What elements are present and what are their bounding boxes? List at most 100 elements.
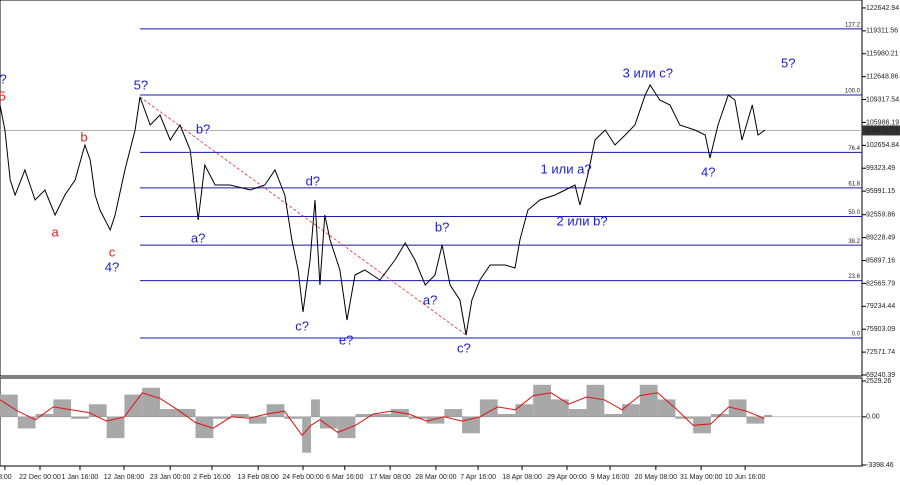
histogram-bar bbox=[622, 404, 640, 417]
y-tick-label: 115980.21 bbox=[866, 51, 899, 58]
y-tick-label: 92559.86 bbox=[866, 212, 895, 219]
histogram-bar bbox=[568, 409, 587, 417]
histogram-bar bbox=[302, 416, 312, 453]
histogram-bar bbox=[479, 399, 498, 417]
y-tick-label: 79234.44 bbox=[866, 303, 895, 310]
x-tick-label: 13 Feb 08:00 bbox=[238, 474, 279, 481]
x-tick-label: 12 Jan 08:00 bbox=[104, 474, 145, 481]
histogram-bar bbox=[319, 416, 338, 429]
histogram-bar bbox=[195, 416, 214, 439]
histogram-bar bbox=[728, 399, 747, 417]
wave-label: 1 или a? bbox=[541, 161, 592, 176]
histogram-bar bbox=[311, 399, 320, 417]
histogram-bar bbox=[639, 384, 658, 417]
level-label: 38.2 bbox=[848, 239, 860, 245]
wave-label: a? bbox=[423, 292, 437, 307]
y-tick-label: 109317.54 bbox=[866, 96, 899, 103]
y-tick-label: 2529.26 bbox=[866, 378, 891, 385]
histogram-bar bbox=[355, 414, 374, 417]
wave-label: c? bbox=[457, 340, 471, 355]
wave-label: c bbox=[109, 244, 116, 259]
wave-label: a bbox=[51, 224, 59, 239]
x-tick-label: 6 Mar 16:00 bbox=[326, 474, 363, 481]
histogram-bar bbox=[337, 416, 356, 439]
histogram-bar bbox=[88, 404, 107, 417]
histogram-bar bbox=[497, 414, 516, 417]
level-label: 100.0 bbox=[845, 89, 861, 95]
x-tick-label: 23 Jan 00:00 bbox=[150, 474, 191, 481]
price-line bbox=[0, 83, 766, 336]
x-tick-label: 29 Apr 00:00 bbox=[547, 474, 587, 481]
histogram-bar bbox=[177, 409, 196, 417]
histogram-bar bbox=[533, 384, 551, 417]
level-label: 50.0 bbox=[848, 210, 860, 216]
histogram-bar bbox=[213, 416, 232, 419]
histogram-bar bbox=[657, 399, 676, 417]
x-tick-label: 8:00 bbox=[0, 474, 12, 481]
x-tick-label: 7 Apr 16:00 bbox=[460, 474, 496, 481]
wave-label: d? bbox=[306, 173, 320, 188]
wave-label: 5? bbox=[134, 77, 148, 92]
histogram-bar bbox=[675, 416, 694, 419]
y-tick-label: 82565.79 bbox=[866, 280, 895, 287]
x-tick-label: 18 Apr 08:00 bbox=[502, 474, 542, 481]
histogram-bar bbox=[17, 416, 36, 429]
wave-label: 5? bbox=[781, 55, 795, 70]
wave-label: 2 или b? bbox=[557, 213, 608, 228]
histogram-bar bbox=[604, 414, 623, 417]
histogram-bar bbox=[106, 416, 125, 439]
wave-label: 4? bbox=[701, 164, 715, 179]
histogram-bar bbox=[764, 414, 773, 417]
y-tick-label: 69240.39 bbox=[866, 372, 895, 379]
signal-line bbox=[0, 392, 765, 437]
level-label: 61.8 bbox=[848, 181, 860, 187]
level-label: 23.6 bbox=[848, 274, 860, 280]
y-tick-label: 119311.56 bbox=[866, 28, 898, 35]
x-tick-label: 10 Jun 16:00 bbox=[725, 474, 766, 481]
y-tick-label: 85897.16 bbox=[866, 257, 895, 264]
y-tick-label: 99323.49 bbox=[866, 165, 895, 172]
histogram-bar bbox=[426, 416, 445, 424]
histogram-bar bbox=[586, 384, 605, 417]
current-price-label: 104818.73 bbox=[865, 127, 898, 134]
x-tick-label: 17 Mar 08:00 bbox=[369, 474, 410, 481]
wave-label: ? bbox=[0, 71, 7, 86]
x-tick-label: 22 Dec 00:00 bbox=[19, 474, 61, 481]
histogram-bar bbox=[550, 399, 569, 417]
histogram-bar bbox=[231, 414, 249, 417]
histogram-bar bbox=[515, 404, 534, 417]
wave-label: 3 или c? bbox=[623, 65, 673, 80]
histogram-bar bbox=[35, 414, 54, 417]
histogram-bar bbox=[462, 416, 480, 434]
histogram-bar bbox=[248, 416, 267, 424]
y-tick-label: 95991.15 bbox=[866, 188, 895, 195]
current-price-box bbox=[862, 125, 900, 136]
x-tick-label: 24 Feb 00:00 bbox=[282, 474, 323, 481]
x-tick-label: 1 Jan 16:00 bbox=[62, 474, 99, 481]
y-tick-label: 102654.84 bbox=[866, 142, 899, 149]
trendline bbox=[139, 96, 467, 336]
wave-label: e? bbox=[339, 332, 353, 347]
wave-label: c? bbox=[295, 318, 309, 333]
y-tick-label: 105986.19 bbox=[866, 119, 899, 126]
wave-label: a? bbox=[191, 230, 205, 245]
x-tick-label: 20 May 08:00 bbox=[635, 474, 678, 481]
x-tick-label: 2 Feb 16:00 bbox=[193, 474, 230, 481]
histogram-bar bbox=[284, 416, 303, 419]
level-label: 0.0 bbox=[852, 332, 861, 338]
level-label: 76.4 bbox=[848, 146, 860, 152]
x-tick-label: 9 May 16:00 bbox=[591, 474, 630, 481]
histogram-bar bbox=[71, 416, 89, 419]
wave-label: 5 bbox=[0, 88, 6, 103]
wave-label: b? bbox=[196, 121, 210, 136]
y-tick-label: 89228.49 bbox=[866, 234, 895, 241]
y-tick-label: 112648.86 bbox=[866, 73, 899, 80]
wave-label: b? bbox=[435, 219, 449, 234]
histogram-bar bbox=[444, 409, 463, 417]
wave-label: b bbox=[80, 129, 87, 144]
y-tick-label: -3398.46 bbox=[866, 462, 894, 469]
y-tick-label: 72571.74 bbox=[866, 349, 895, 356]
histogram-bar bbox=[142, 387, 160, 417]
x-tick-label: 31 May 00:00 bbox=[680, 474, 723, 481]
